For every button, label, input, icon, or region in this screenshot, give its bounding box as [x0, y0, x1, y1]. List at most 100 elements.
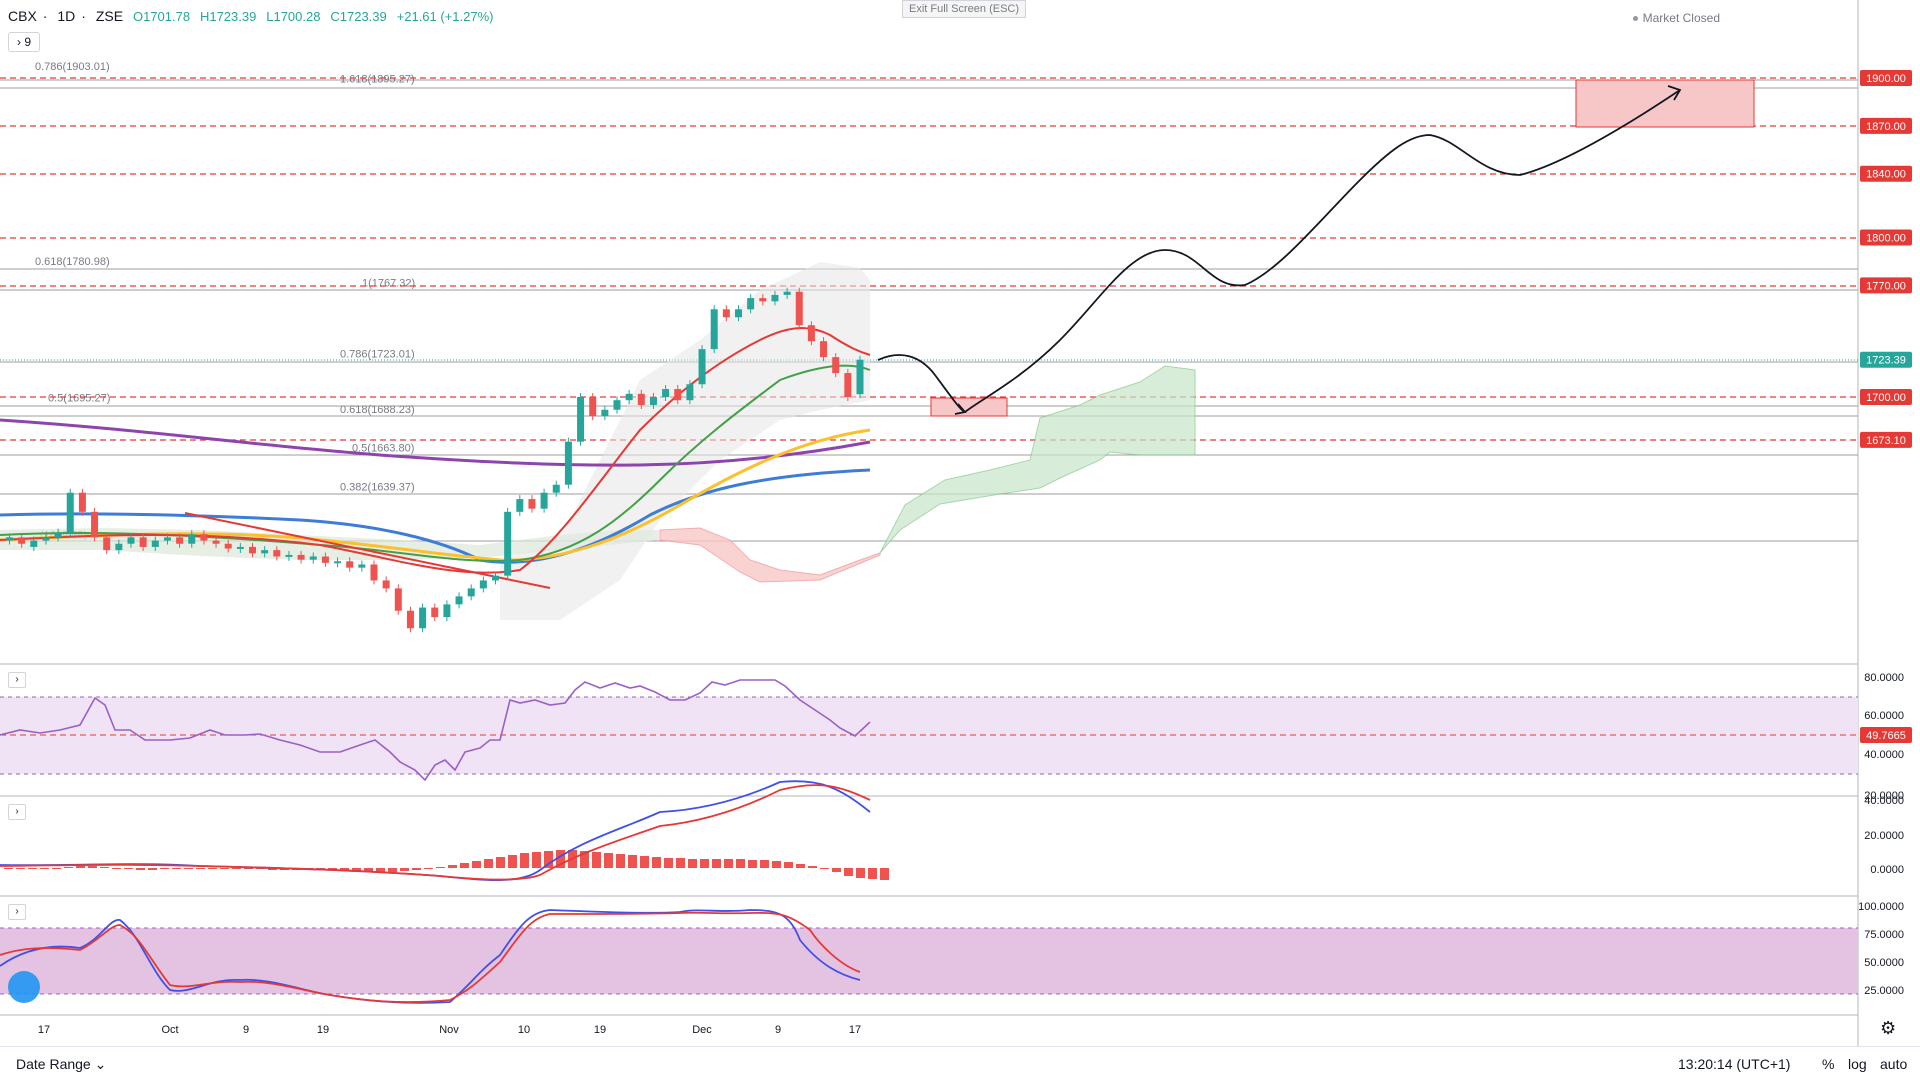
tradingview-logo-icon[interactable]: [8, 971, 40, 1003]
candle[interactable]: [649, 393, 657, 409]
percent-scale-toggle[interactable]: %: [1822, 1056, 1835, 1072]
symbol-name[interactable]: CBX: [8, 8, 37, 24]
candle[interactable]: [224, 539, 232, 553]
candle[interactable]: [18, 533, 26, 548]
candle[interactable]: [625, 389, 633, 405]
candle[interactable]: [321, 552, 329, 567]
price-axis-label[interactable]: 1870.00: [1860, 117, 1912, 134]
candle[interactable]: [589, 393, 597, 421]
candle[interactable]: [236, 542, 244, 553]
candle[interactable]: [564, 437, 572, 489]
candle[interactable]: [54, 528, 62, 542]
candle[interactable]: [163, 533, 171, 545]
price-axis-label[interactable]: 1723.39: [1860, 351, 1912, 368]
candle[interactable]: [346, 557, 354, 572]
price-axis[interactable]: 1900.00 1870.00 1840.00 1800.00 1770.00 1723.…: [1860, 70, 1912, 448]
candle[interactable]: [6, 533, 13, 545]
candle[interactable]: [674, 385, 682, 405]
candle[interactable]: [492, 571, 499, 585]
support-zone-rect[interactable]: [930, 397, 1008, 417]
candle[interactable]: [832, 353, 840, 378]
candle[interactable]: [637, 389, 645, 409]
candle[interactable]: [382, 576, 390, 593]
candle[interactable]: [151, 536, 159, 551]
rsi-line[interactable]: [0, 679, 871, 782]
candle[interactable]: [188, 530, 196, 548]
candle[interactable]: [540, 488, 548, 513]
candle[interactable]: [467, 584, 475, 601]
price-axis-label[interactable]: 1800.00: [1860, 229, 1912, 246]
sma-purple-line[interactable]: [0, 418, 871, 467]
candle[interactable]: [759, 294, 767, 306]
candle[interactable]: [249, 542, 256, 558]
candle[interactable]: [212, 536, 220, 548]
candle[interactable]: [722, 305, 730, 322]
price-axis-label[interactable]: 1840.00: [1860, 165, 1912, 182]
candle[interactable]: [431, 603, 439, 622]
time-axis[interactable]: 17 Oct 9 19 Nov 10 19 Dec 9 17: [38, 1024, 861, 1036]
candle[interactable]: [394, 584, 402, 615]
interval-label[interactable]: 1D: [57, 8, 76, 24]
candle[interactable]: [795, 287, 803, 330]
candle[interactable]: [30, 536, 38, 551]
horizontal-levels[interactable]: [0, 77, 1858, 441]
candle[interactable]: [577, 393, 585, 446]
candle[interactable]: [370, 560, 378, 585]
candle[interactable]: [844, 369, 852, 401]
price-axis-label[interactable]: 1700.00: [1860, 389, 1912, 405]
candle[interactable]: [261, 546, 269, 558]
candle[interactable]: [698, 345, 706, 389]
candle[interactable]: [127, 533, 135, 548]
candle[interactable]: [273, 546, 281, 561]
stoch-k-line[interactable]: [0, 909, 861, 1004]
candle[interactable]: [78, 488, 86, 516]
candle[interactable]: [807, 321, 815, 346]
candle[interactable]: [735, 305, 742, 322]
candle[interactable]: [504, 507, 512, 580]
candle[interactable]: [686, 380, 694, 405]
sma-red-line[interactable]: [0, 327, 871, 574]
candle[interactable]: [419, 603, 427, 633]
stoch-pane-toggle-button[interactable]: ›: [8, 904, 26, 920]
rsi-pane-toggle-button[interactable]: ›: [8, 672, 26, 688]
candle[interactable]: [710, 305, 718, 354]
candle[interactable]: [783, 287, 791, 299]
candle[interactable]: [455, 592, 463, 609]
price-axis-label[interactable]: 1900.00: [1860, 70, 1912, 86]
candle[interactable]: [516, 495, 524, 516]
fib-retracement[interactable]: [0, 79, 1858, 542]
indicators-collapse-button[interactable]: › 9: [8, 32, 40, 52]
candle[interactable]: [406, 606, 414, 633]
sma-yellow-line[interactable]: [0, 428, 871, 562]
candle[interactable]: [42, 533, 50, 545]
gear-icon[interactable]: ⚙: [1880, 1018, 1897, 1038]
macd-pane-toggle-button[interactable]: ›: [8, 804, 26, 820]
auto-scale-toggle[interactable]: auto: [1880, 1056, 1908, 1072]
candle[interactable]: [552, 480, 560, 497]
candle[interactable]: [103, 533, 111, 555]
candle[interactable]: [115, 539, 123, 555]
date-range-button[interactable]: Date Range ⌄: [16, 1056, 107, 1072]
candle[interactable]: [358, 560, 366, 572]
macd-histogram[interactable]: [4, 850, 889, 880]
candle[interactable]: [297, 550, 305, 564]
price-axis-label[interactable]: 1770.00: [1860, 277, 1912, 294]
candle[interactable]: [176, 533, 184, 548]
candle[interactable]: [334, 557, 342, 568]
stoch-d-line[interactable]: [0, 911, 861, 1003]
candle[interactable]: [662, 385, 670, 401]
candle[interactable]: [601, 405, 609, 421]
candle[interactable]: [443, 600, 451, 622]
candle[interactable]: [200, 530, 208, 545]
candle[interactable]: [856, 355, 864, 399]
candle[interactable]: [747, 294, 755, 314]
price-axis-label[interactable]: 1673.10: [1860, 431, 1912, 448]
target-zone-rect[interactable]: [1575, 79, 1755, 128]
candle[interactable]: [309, 552, 317, 564]
candle[interactable]: [285, 550, 293, 561]
candle[interactable]: [139, 533, 147, 551]
candle[interactable]: [528, 495, 536, 513]
macd-signal-line[interactable]: [0, 784, 871, 881]
projection-path[interactable]: [877, 89, 1681, 414]
log-scale-toggle[interactable]: log: [1848, 1056, 1867, 1072]
